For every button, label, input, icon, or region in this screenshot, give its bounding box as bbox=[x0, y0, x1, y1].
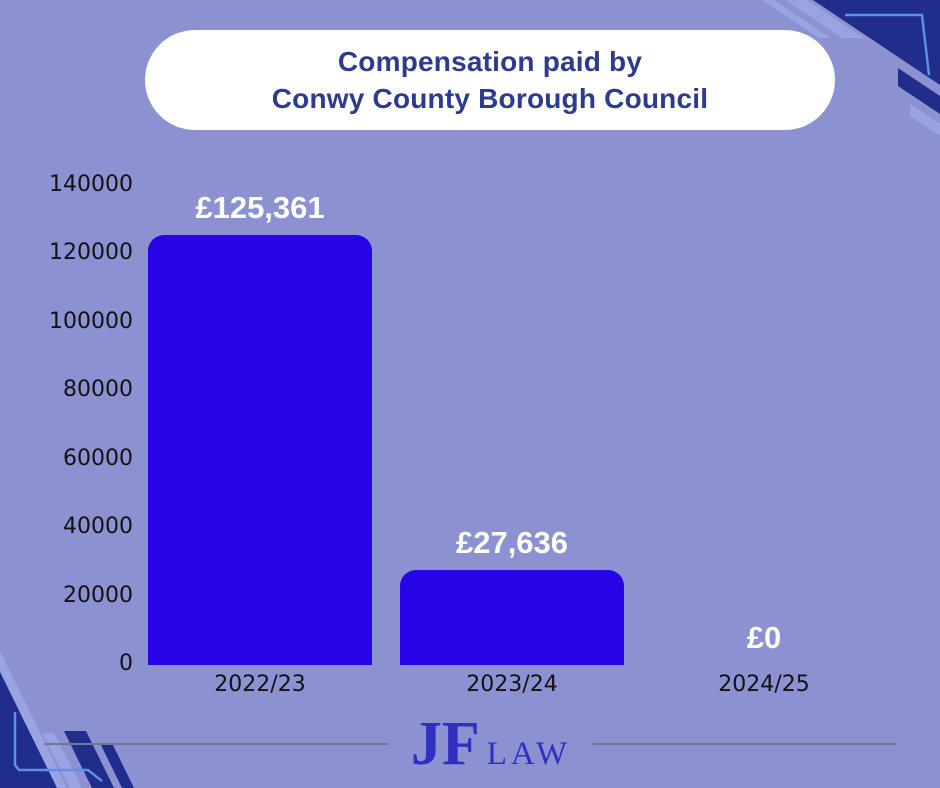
jf-law-logo: JF LAW bbox=[410, 710, 572, 778]
y-tick: 120000 bbox=[49, 240, 133, 266]
bar-column: £27,636 2023/24 bbox=[400, 185, 624, 697]
bar bbox=[400, 570, 624, 665]
title-pill: Compensation paid by Conwy County Boroug… bbox=[145, 30, 835, 130]
x-axis-label: 2022/23 bbox=[214, 672, 306, 697]
bar-column: £125,361 2022/23 bbox=[148, 185, 372, 697]
bar-column: £0 2024/25 bbox=[652, 185, 876, 698]
y-tick: 60000 bbox=[63, 445, 133, 471]
x-axis-label: 2023/24 bbox=[466, 672, 558, 697]
y-tick: 80000 bbox=[63, 377, 133, 403]
y-tick: 0 bbox=[119, 650, 133, 676]
chart-title-line-2: Conwy County Borough Council bbox=[271, 83, 709, 114]
footer: JF LAW bbox=[0, 713, 940, 775]
x-axis-label: 2024/25 bbox=[718, 672, 810, 697]
logo-sub-text: LAW bbox=[486, 736, 572, 772]
chart-title-line-1: Compensation paid by bbox=[337, 46, 643, 77]
bar bbox=[148, 235, 372, 665]
y-tick: 100000 bbox=[49, 308, 133, 334]
divider-right bbox=[593, 743, 897, 745]
bar-value-label: £125,361 bbox=[195, 190, 325, 225]
logo-main-text: JF bbox=[410, 710, 480, 778]
y-tick: 40000 bbox=[63, 514, 133, 540]
y-tick: 140000 bbox=[49, 172, 133, 197]
bar-value-label: £0 bbox=[746, 620, 782, 655]
divider-left bbox=[43, 743, 389, 745]
y-axis: 140000 120000 100000 80000 60000 40000 2… bbox=[0, 172, 133, 677]
y-tick: 20000 bbox=[63, 582, 133, 608]
bar-chart: £125,361 2022/23 £27,636 2023/24 £0 2024… bbox=[148, 185, 876, 698]
bar-value-label: £27,636 bbox=[455, 525, 569, 560]
